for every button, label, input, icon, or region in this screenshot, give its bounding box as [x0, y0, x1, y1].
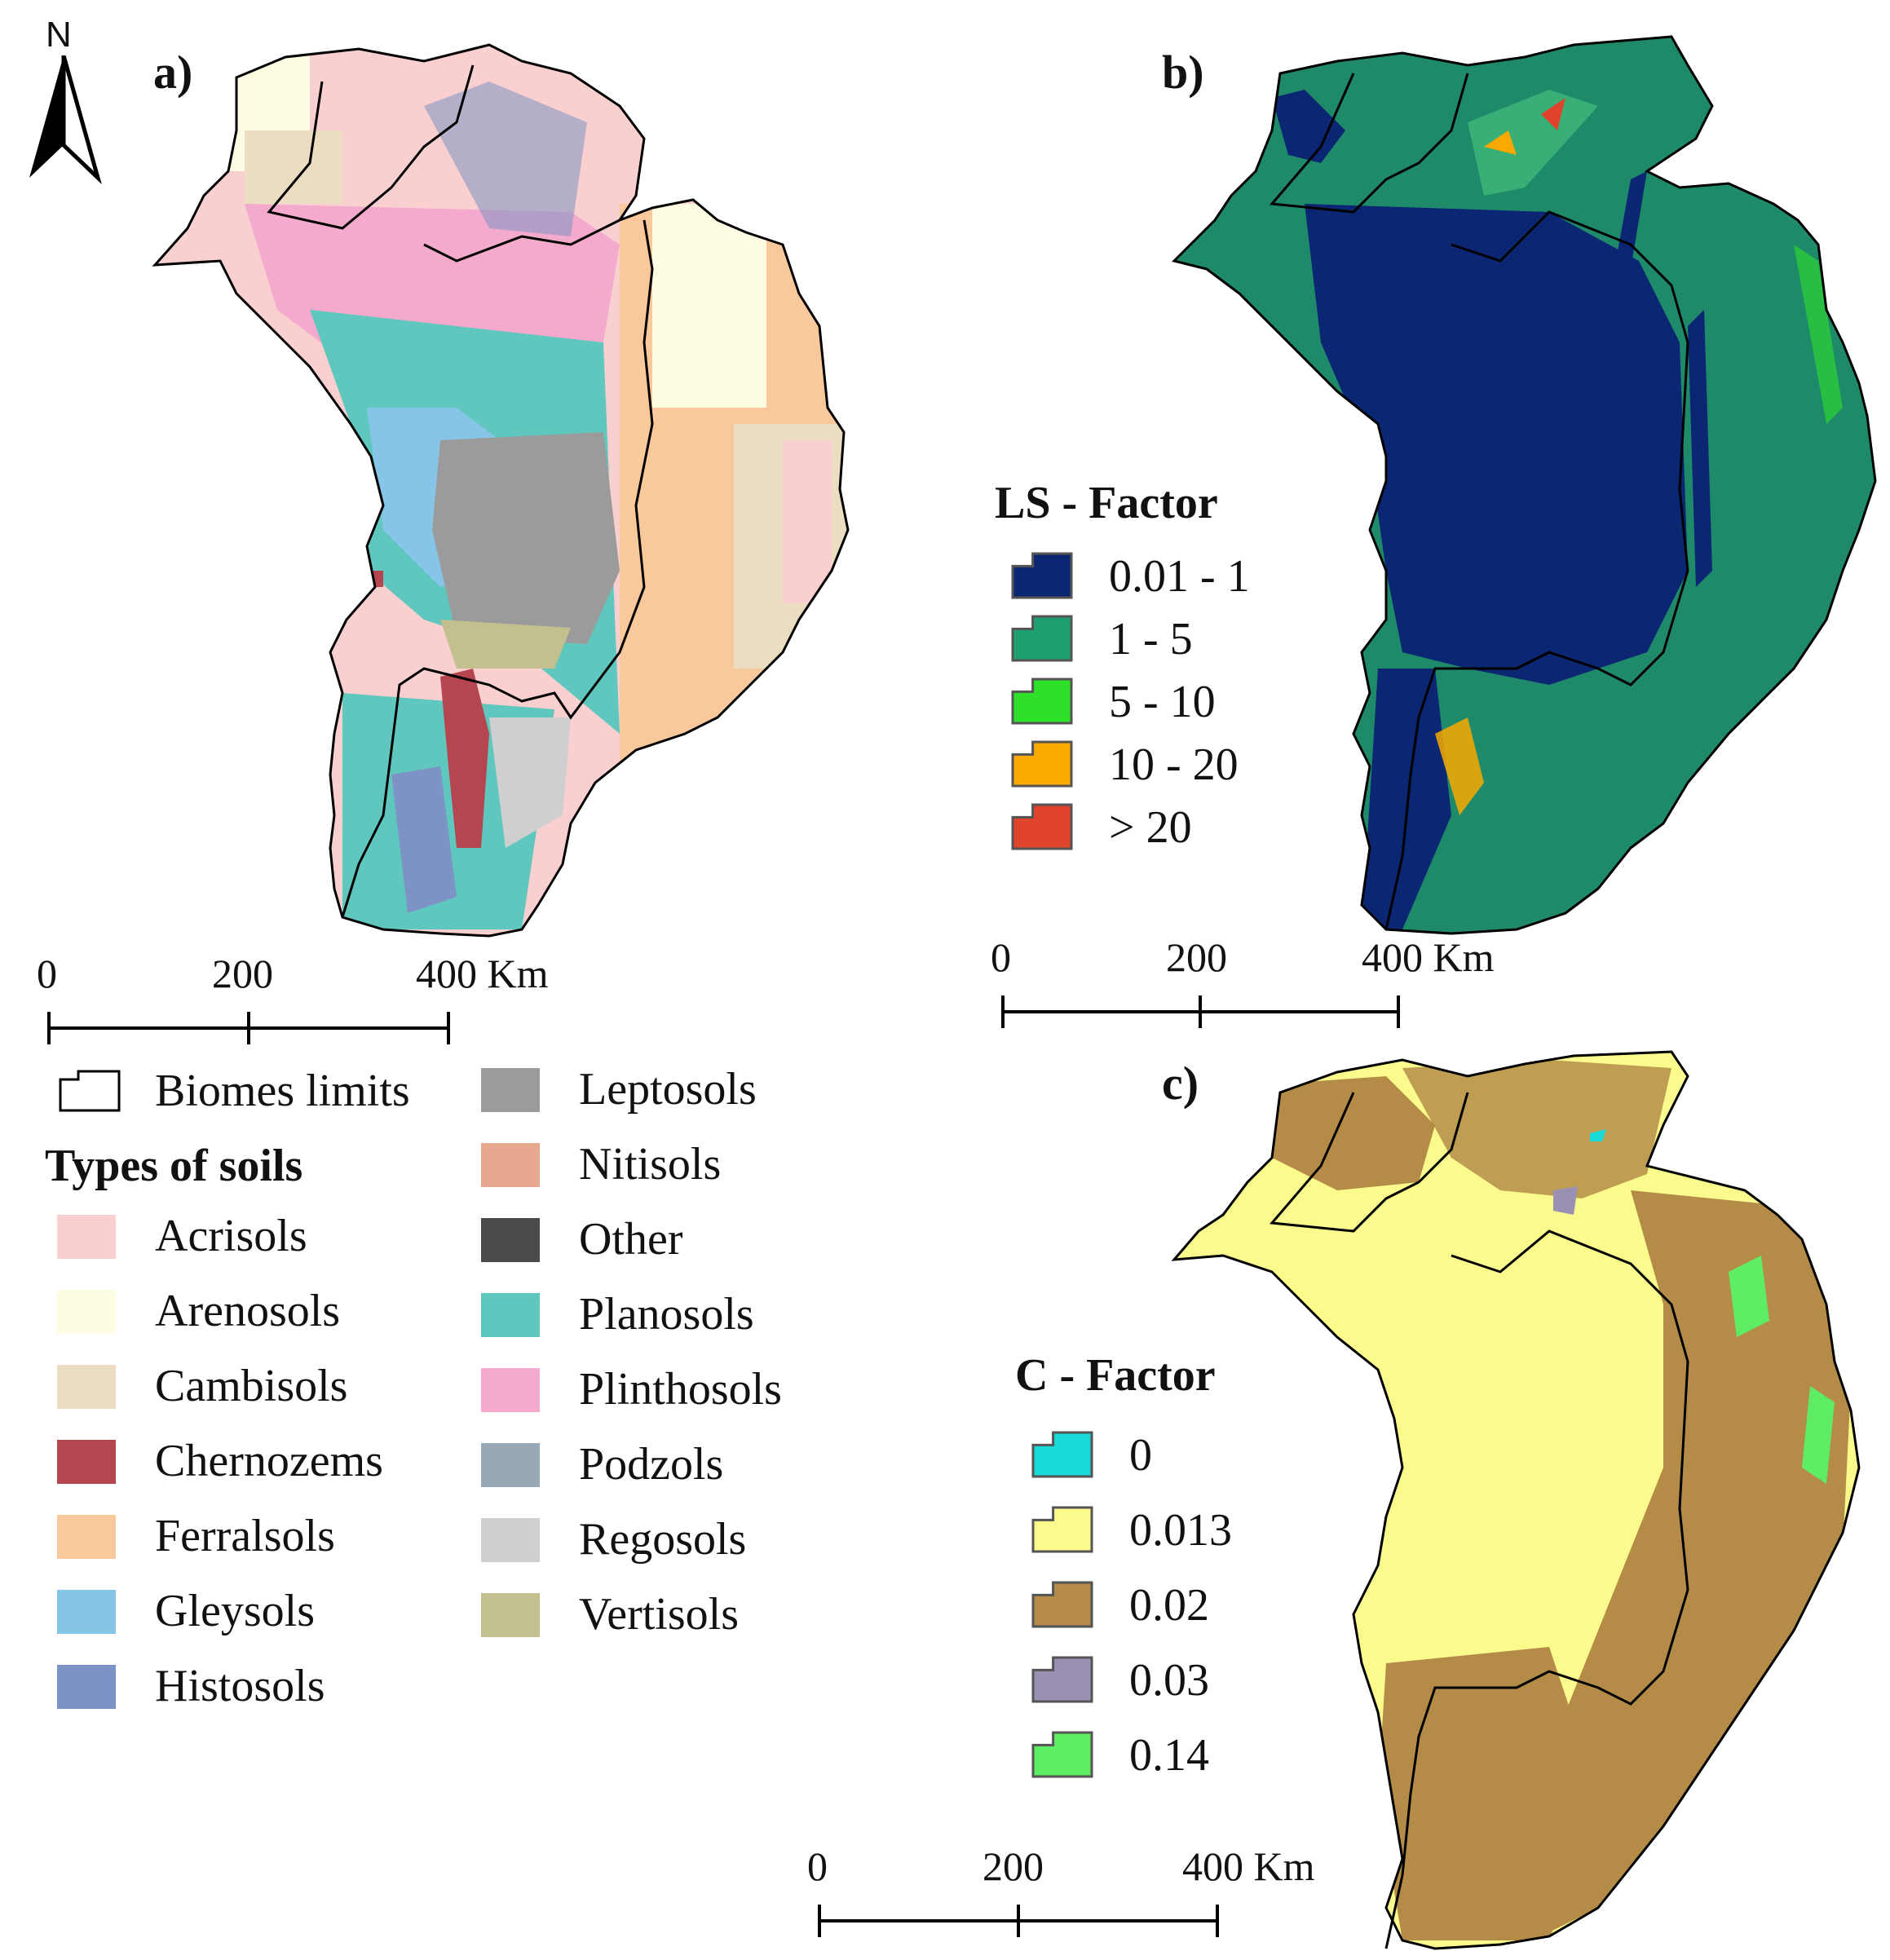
biome-limits-b [1172, 35, 1877, 935]
c-swatch-1 [1031, 1506, 1093, 1557]
c-swatch-3 [1031, 1656, 1093, 1707]
north-label: N [46, 15, 72, 55]
soil-legend-title: Types of soils [45, 1141, 303, 1191]
c-swatch-2 [1031, 1581, 1093, 1632]
soil-swatch-acrisols [57, 1215, 116, 1259]
scale-tick-200: 200 [1166, 934, 1227, 980]
soil-label-ferralsols: Ferralsols [155, 1511, 335, 1561]
c-label-1: 0.013 [1129, 1505, 1232, 1556]
ls-legend-title: LS - Factor [995, 478, 1218, 528]
c-label-4: 0.14 [1129, 1730, 1209, 1781]
ls-swatch-4 [1011, 803, 1073, 854]
soil-swatch-histosols [57, 1665, 116, 1709]
soil-label-planosols: Planosols [579, 1289, 754, 1340]
c-label-2: 0.02 [1129, 1580, 1209, 1631]
ls-label-2: 5 - 10 [1109, 677, 1216, 727]
soil-swatch-plinthosols [481, 1368, 540, 1412]
soil-label-other: Other [579, 1214, 683, 1265]
soil-label-vertisols: Vertisols [579, 1589, 739, 1640]
ls-swatch-2 [1011, 678, 1073, 729]
soil-label-chernozems: Chernozems [155, 1436, 383, 1486]
scale-tick-0: 0 [807, 1843, 828, 1889]
ls-label-0: 0.01 - 1 [1109, 551, 1250, 602]
soil-swatch-chernozems [57, 1440, 116, 1484]
panel-label-b: b) [1162, 46, 1204, 99]
soil-swatch-other [481, 1218, 540, 1262]
scale-tick-400: 400 Km [1362, 934, 1495, 980]
scale-tick-200: 200 [983, 1843, 1044, 1889]
soil-map-fill [155, 45, 848, 936]
scale-tick-0: 0 [991, 934, 1011, 980]
biome-limits-c [1171, 1050, 1861, 1950]
soil-swatch-vertisols [481, 1593, 540, 1637]
c-legend-title: C - Factor [1015, 1350, 1216, 1401]
ls-label-4: > 20 [1109, 802, 1192, 853]
c-label-0: 0 [1129, 1430, 1152, 1481]
scale-line-b [1001, 995, 1400, 1028]
biome-limits-label: Biomes limits [155, 1066, 410, 1116]
soil-label-leptosols: Leptosols [579, 1064, 757, 1115]
c-label-3: 0.03 [1129, 1655, 1209, 1706]
soil-label-plinthosols: Plinthosols [579, 1364, 782, 1415]
soil-swatch-ferralsols [57, 1515, 116, 1559]
soil-label-acrisols: Acrisols [155, 1211, 307, 1261]
soil-label-gleysols: Gleysols [155, 1586, 315, 1636]
scale-bar-a: 0 200 400 Km [33, 950, 603, 1048]
soil-label-cambisols: Cambisols [155, 1361, 348, 1411]
biome-limits-icon [59, 1070, 121, 1112]
scale-tick-400: 400 Km [416, 951, 549, 996]
ls-swatch-0 [1011, 552, 1073, 603]
biome-limits-a [152, 43, 850, 938]
c-swatch-4 [1031, 1731, 1093, 1782]
soil-label-arenosols: Arenosols [155, 1286, 341, 1336]
ls-legend: LS - Factor 0.01 - 1 1 - 5 5 - 10 10 - 20 > … [991, 477, 1333, 854]
ls-swatch-3 [1011, 740, 1073, 792]
north-arrow-icon [29, 55, 102, 185]
soil-swatch-arenosols [57, 1290, 116, 1334]
scale-tick-400: 400 Km [1182, 1843, 1315, 1889]
soil-swatch-cambisols [57, 1365, 116, 1409]
soil-label-histosols: Histosols [155, 1661, 325, 1711]
soil-swatch-gleysols [57, 1590, 116, 1634]
ls-label-1: 1 - 5 [1109, 614, 1193, 664]
soil-swatch-nitisols [481, 1143, 540, 1187]
soil-label-nitisols: Nitisols [579, 1139, 722, 1190]
c-swatch-0 [1031, 1431, 1093, 1482]
soil-legend: Biomes limits Types of soils Acrisols Are… [41, 1060, 856, 1753]
soil-swatch-leptosols [481, 1068, 540, 1112]
panel-label-a: a) [153, 46, 193, 99]
soil-swatch-podzols [481, 1443, 540, 1487]
scale-bar-c: 0 200 400 Km [803, 1843, 1374, 1940]
panel-label-c: c) [1162, 1057, 1199, 1110]
soil-label-regosols: Regosols [579, 1514, 747, 1565]
scale-line-c [818, 1905, 1219, 1937]
north-arrow: N [23, 15, 104, 185]
ls-swatch-1 [1011, 615, 1073, 666]
soil-swatch-planosols [481, 1293, 540, 1337]
scale-tick-200: 200 [212, 951, 273, 996]
c-legend: C - Factor 0 0.013 0.02 0.03 0.14 [1011, 1349, 1353, 1806]
soil-label-podzols: Podzols [579, 1439, 724, 1490]
scale-line-a [47, 1012, 450, 1044]
ls-label-3: 10 - 20 [1109, 739, 1239, 790]
scale-tick-0: 0 [37, 951, 57, 996]
scale-bar-b: 0 200 400 Km [987, 934, 1557, 1031]
soil-swatch-regosols [481, 1518, 540, 1562]
